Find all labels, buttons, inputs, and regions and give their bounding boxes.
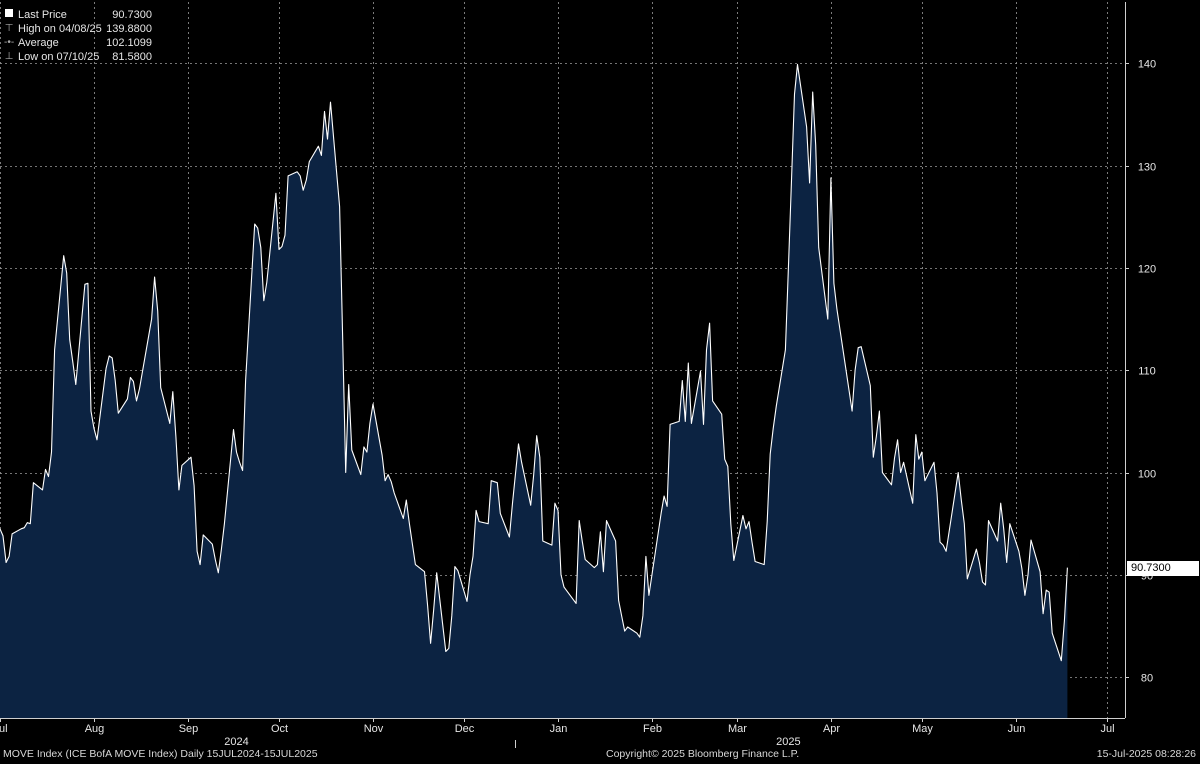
x-tick-label: Feb (643, 723, 662, 735)
x-tick-label: Jul (1100, 723, 1114, 735)
low-marker-icon: ⊥ (4, 51, 14, 62)
series-line (0, 63, 1068, 662)
legend-low-label: Low on 07/10/25 (18, 51, 100, 63)
footer-timestamp: 15-Jul-2025 08:28:26 (1096, 748, 1196, 760)
legend-high-value: 139.8800 (106, 23, 152, 35)
x-tick-label: Mar (728, 723, 747, 735)
legend: Last Price 90.7300 ⊤ High on 04/08/25 13… (4, 8, 152, 64)
x-tick-label: Nov (364, 723, 384, 735)
x-tick-label: Aug (85, 723, 105, 735)
legend-avg-label: Average (18, 37, 59, 49)
y-tick-label: 140 (1138, 59, 1156, 71)
x-tick-label: Dec (455, 723, 475, 735)
legend-row-high: ⊤ High on 04/08/25 139.8800 (4, 22, 152, 36)
y-tick-label: 100 (1138, 469, 1156, 481)
x-tick-label: May (912, 723, 933, 735)
year-label: 2024 (224, 736, 248, 748)
y-tick-label: 110 (1138, 366, 1156, 378)
legend-row-last-price: Last Price 90.7300 (4, 8, 152, 22)
x-tick-label: Oct (271, 723, 288, 735)
x-tick-label: Sep (179, 723, 199, 735)
y-tick-label: 80 (1141, 673, 1153, 685)
series-area (0, 64, 1068, 718)
year-label: 2025 (776, 736, 800, 748)
footer-index-info: MOVE Index (ICE BofA MOVE Index) Daily 1… (3, 748, 318, 760)
x-tick-label: Jun (1008, 723, 1026, 735)
legend-high-label: High on 04/08/25 (18, 23, 102, 35)
last-price-badge: 90.7300 (1127, 560, 1199, 576)
footer-copyright: Copyright© 2025 Bloomberg Finance L.P. (606, 748, 800, 760)
legend-last-value: 90.7300 (112, 9, 152, 21)
y-tick-label: 120 (1138, 264, 1156, 276)
x-tick-label: Jul (0, 723, 8, 735)
legend-row-low: ⊥ Low on 07/10/25 81.5800 (4, 50, 152, 64)
legend-low-value: 81.5800 (112, 51, 152, 63)
legend-row-average: -•- Average 102.1099 (4, 36, 152, 50)
y-tick-label: 130 (1138, 162, 1156, 174)
high-marker-icon: ⊤ (4, 23, 14, 34)
legend-avg-value: 102.1099 (106, 37, 152, 49)
x-tick-label: Apr (823, 723, 840, 735)
legend-last-label: Last Price (18, 9, 67, 21)
average-marker-icon: -•- (4, 37, 15, 48)
x-tick-label: Jan (550, 723, 568, 735)
legend-box-icon (4, 8, 14, 22)
